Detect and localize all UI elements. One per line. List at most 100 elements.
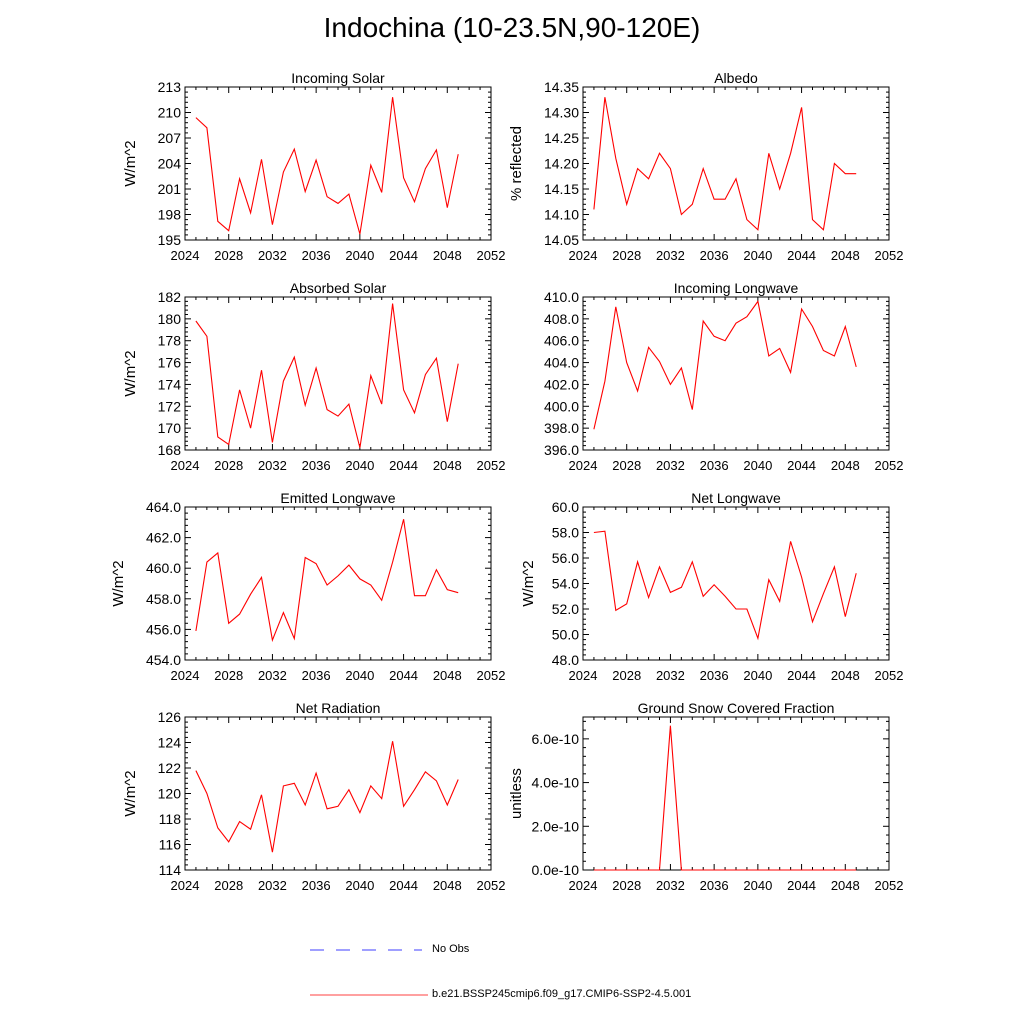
plot-frame [582, 86, 890, 241]
chart-panel-1: 2024 2028 2032 2036 2040 2044 2048 2052 195 198 20… [122, 70, 505, 263]
x-tick-label: 2024 [171, 458, 200, 473]
x-tick-label: 2048 [433, 248, 462, 263]
x-tick-label: 2044 [389, 668, 418, 683]
x-tick-label: 2028 [214, 668, 243, 683]
y-tick-label: 2.0e-10 [532, 818, 580, 834]
x-tick-label: 2040 [345, 878, 374, 893]
series-line [593, 97, 857, 231]
series-line [195, 303, 459, 448]
x-tick-label: 2044 [787, 458, 816, 473]
x-tick-label: 2052 [477, 248, 506, 263]
y-tick-label: 410.0 [544, 289, 579, 305]
x-tick-label: 2036 [302, 878, 331, 893]
y-tick-label: 14.05 [544, 232, 579, 248]
x-tick-label: 2032 [656, 248, 685, 263]
y-tick-label: 122 [158, 760, 182, 776]
x-tick-label: 2032 [656, 458, 685, 473]
x-tick-label: 2028 [214, 248, 243, 263]
x-tick-label: 2040 [743, 878, 772, 893]
y-axis-label: W/m^2 [122, 140, 139, 186]
x-tick-label: 2052 [477, 458, 506, 473]
panel-title: Absorbed Solar [290, 280, 387, 296]
y-tick-label: 454.0 [146, 652, 181, 668]
plot-frame [184, 716, 492, 871]
x-tick-label: 2040 [743, 668, 772, 683]
x-tick-label: 2024 [171, 668, 200, 683]
y-tick-label: 213 [158, 79, 182, 95]
y-tick-label: 50.0 [552, 627, 579, 643]
y-tick-label: 396.0 [544, 442, 579, 458]
chart-panel-3: 2024 2028 2032 2036 2040 2044 2048 2052 168 170 17… [122, 280, 505, 473]
x-tick-label: 2024 [569, 668, 598, 683]
x-tick-label: 2028 [612, 668, 641, 683]
x-tick-label: 2028 [214, 458, 243, 473]
x-tick-label: 2036 [700, 248, 729, 263]
y-tick-label: 124 [158, 735, 182, 751]
legend-model-label: b.e21.BSSP245cmip6.f09_g17.CMIP6-SSP2-4.… [432, 988, 692, 1000]
x-tick-label: 2028 [214, 878, 243, 893]
y-tick-label: 176 [158, 355, 182, 371]
y-tick-label: 14.35 [544, 79, 579, 95]
series-line [195, 97, 459, 235]
x-tick-label: 2040 [743, 458, 772, 473]
x-tick-label: 2048 [831, 878, 860, 893]
x-tick-label: 2028 [612, 458, 641, 473]
x-tick-label: 2036 [700, 668, 729, 683]
y-tick-label: 60.0 [552, 499, 579, 515]
x-tick-label: 2032 [656, 668, 685, 683]
x-tick-label: 2036 [700, 458, 729, 473]
x-tick-label: 2052 [875, 458, 904, 473]
y-tick-label: 14.30 [544, 105, 579, 121]
panel-title: Albedo [714, 70, 758, 86]
x-tick-label: 2036 [302, 668, 331, 683]
y-tick-label: 464.0 [146, 499, 181, 515]
x-tick-label: 2048 [433, 668, 462, 683]
plot-frame [184, 296, 492, 451]
y-tick-label: 6.0e-10 [532, 731, 580, 747]
y-tick-label: 178 [158, 333, 182, 349]
plot-frame [184, 506, 492, 661]
y-tick-label: 114 [159, 862, 182, 878]
x-tick-label: 2036 [700, 878, 729, 893]
panel-title: Incoming Longwave [674, 280, 799, 296]
y-tick-label: 0.0e-10 [532, 862, 580, 878]
x-tick-label: 2028 [612, 878, 641, 893]
series-line [593, 725, 857, 871]
plot-frame [582, 296, 890, 451]
panel-title: Incoming Solar [291, 70, 385, 86]
y-tick-label: 168 [158, 442, 182, 458]
panel-title: Net Radiation [296, 700, 381, 716]
y-tick-label: 458.0 [146, 591, 181, 607]
figure-title: Indochina (10-23.5N,90-120E) [323, 12, 701, 43]
chart-panel-8: 2024 2028 2032 2036 2040 2044 2048 2052 0.0e-10 2… [508, 700, 903, 893]
y-tick-label: 456.0 [146, 621, 181, 637]
x-tick-label: 2044 [787, 878, 816, 893]
plot-frame [582, 716, 890, 871]
y-tick-label: 170 [158, 420, 182, 436]
x-tick-label: 2040 [345, 458, 374, 473]
y-tick-label: 460.0 [146, 560, 181, 576]
x-tick-label: 2024 [569, 458, 598, 473]
x-tick-label: 2044 [389, 248, 418, 263]
x-tick-label: 2032 [656, 878, 685, 893]
plot-frame [582, 506, 890, 661]
x-tick-label: 2024 [171, 248, 200, 263]
chart-panel-5: 2024 2028 2032 2036 2040 2044 2048 2052 454.0 456… [110, 490, 505, 683]
x-tick-label: 2032 [258, 458, 287, 473]
y-tick-label: 408.0 [544, 311, 579, 327]
y-tick-label: 204 [158, 156, 182, 172]
y-tick-label: 52.0 [552, 601, 579, 617]
x-tick-label: 2040 [345, 248, 374, 263]
series-line [195, 741, 459, 853]
y-tick-label: 174 [158, 376, 182, 392]
panel-title: Emitted Longwave [280, 490, 395, 506]
y-tick-label: 398.0 [544, 420, 579, 436]
x-tick-label: 2052 [875, 248, 904, 263]
series-line [195, 519, 459, 643]
y-tick-label: 118 [159, 811, 182, 827]
y-tick-label: 58.0 [552, 525, 579, 541]
x-tick-label: 2048 [831, 668, 860, 683]
y-tick-label: 14.10 [544, 207, 579, 223]
x-tick-label: 2024 [569, 248, 598, 263]
x-tick-label: 2052 [477, 668, 506, 683]
